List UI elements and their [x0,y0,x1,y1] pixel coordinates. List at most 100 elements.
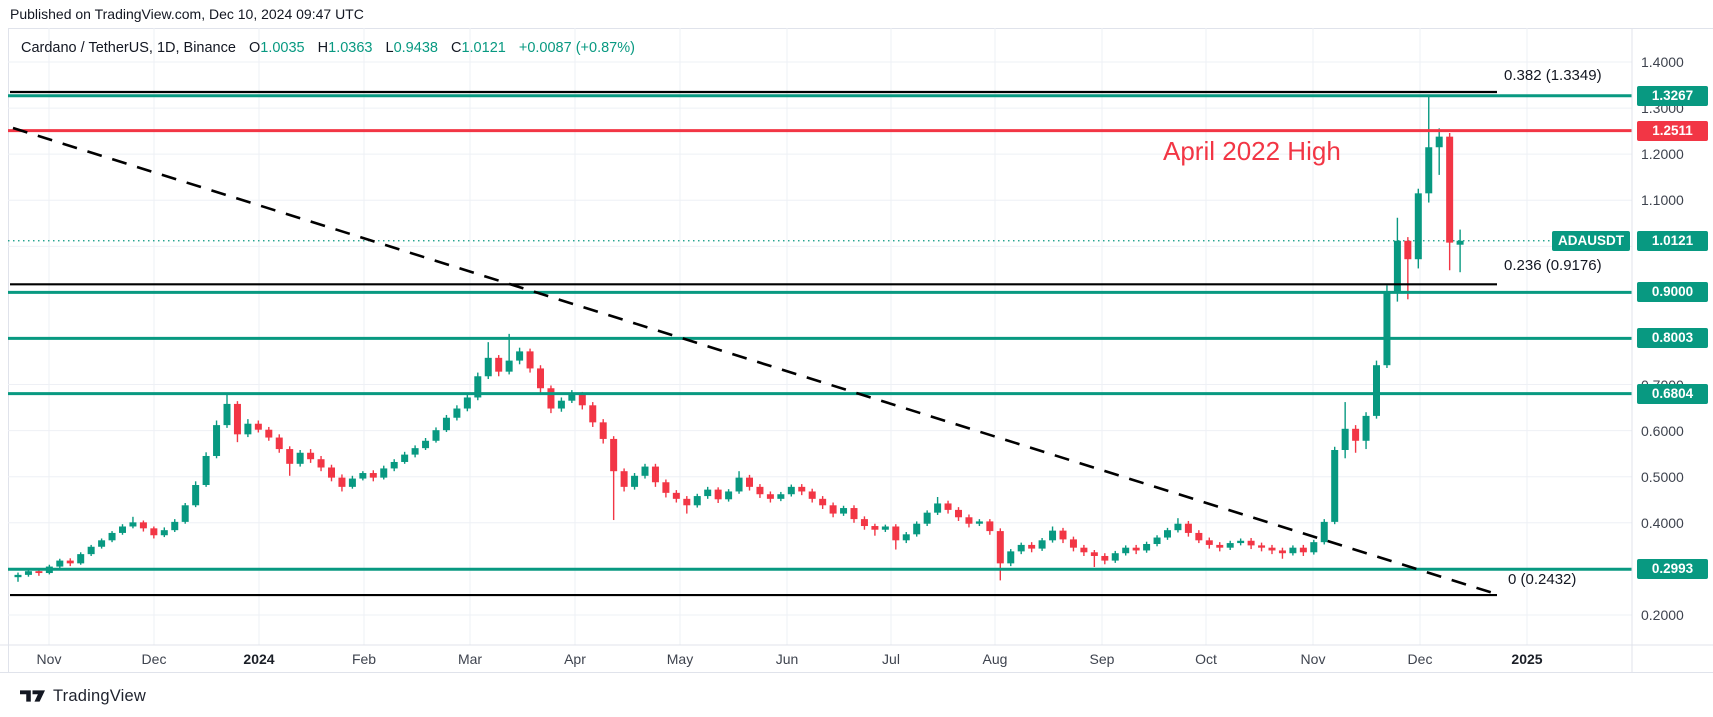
time-tick: May [666,651,694,667]
candle-body [108,532,116,541]
symbol-title[interactable]: Cardano / TetherUS, 1D, Binance [21,40,236,56]
price-tick: 0.2000 [1641,606,1684,623]
candle-body [223,403,231,426]
candle-body [808,491,816,499]
candle-body [819,498,827,506]
high-label: H [317,40,329,56]
time-tick: Apr [564,651,586,667]
candle-body [1456,240,1464,245]
time-tick: Feb [351,651,377,667]
candle-body [1278,550,1286,554]
candle-body [1404,240,1412,260]
candle-body [526,351,534,369]
candle-body [683,498,691,506]
fib-label-0236[interactable]: 0.236 (0.9176) [1504,257,1602,275]
candle-body [1153,537,1161,544]
candle-body [1383,291,1391,366]
close-value: 1.0121 [461,40,506,56]
candle-body [1205,540,1213,545]
candle-body [1341,428,1349,450]
candle-body [860,519,868,527]
candle-body [631,475,639,487]
candle-body [411,448,419,455]
candle-body [1122,547,1130,554]
candle-body [1017,544,1025,552]
candle-body [662,482,670,493]
candle-body [1028,544,1036,549]
candle-body [390,461,398,469]
candle-body [56,560,64,567]
candle-body [244,423,252,435]
candle-body [432,430,440,441]
candle-body [265,429,273,438]
candle-body [233,403,241,435]
candle-body [996,531,1004,564]
candle-body [474,376,482,398]
candle-body [1195,532,1203,541]
fib-label-0382[interactable]: 0.382 (1.3349) [1504,66,1602,84]
candle-body [1143,543,1151,551]
price-tick: 0.5000 [1641,468,1684,485]
time-tick: Mar [457,651,483,667]
candle-body [1069,539,1077,548]
low-value: 0.9438 [393,40,438,56]
time-tick: Jun [775,651,799,667]
candle-body [746,477,753,487]
candle-body [328,467,335,478]
candle-body [578,394,586,406]
candle-body [150,528,158,536]
candle-body [77,554,85,564]
candle-body [495,357,503,372]
candle-body [1216,544,1224,548]
candle-body [777,494,785,499]
candle-body [463,397,471,409]
candle-body [986,521,994,532]
tradingview-logo[interactable]: TradingView [20,684,146,708]
candle-body [1299,547,1307,553]
change-value: +0.0087 (+0.87%) [518,40,635,56]
price-badge: 1.2511 [1637,120,1708,141]
candle-body [286,449,294,464]
chart-widget-frame [8,28,1713,673]
candle-body [557,400,565,409]
candle-body [1184,523,1192,533]
candle-body [1362,415,1370,441]
time-tick: 2025 [1511,651,1543,667]
high-value: 1.0363 [328,40,373,56]
footer-divider [0,672,1713,673]
candle-body [547,388,555,409]
time-tick: Dec [1407,651,1433,667]
candle-body [160,530,168,536]
candle-body [798,486,806,492]
price-badge: 1.0121 [1637,230,1708,251]
candle-body [934,503,942,513]
time-tick: 2024 [243,651,275,667]
candle-body [317,459,325,468]
candle-body [1268,547,1276,551]
candle-body [139,522,147,529]
candle-body [568,394,576,401]
candle-body [453,408,461,418]
price-badge: 0.6804 [1637,383,1708,404]
time-tick: Dec [141,651,167,667]
candle-body [1174,523,1182,531]
time-tick: Jul [882,651,900,667]
candle-body [610,438,618,472]
april-2022-high-annotation[interactable]: April 2022 High [1163,136,1341,166]
candle-body [1310,542,1318,553]
candle-body [1080,547,1088,553]
candle-body [620,471,628,487]
candle-body [599,422,607,439]
candle-body [1007,551,1015,564]
candle-body [171,521,179,531]
candle-body [1101,555,1109,561]
price-tick: 1.2000 [1641,146,1684,163]
candle-body [787,486,795,495]
candle-body [213,425,221,456]
candle-body [1038,540,1046,549]
time-tick: Nov [36,651,62,667]
fib-label-0[interactable]: 0 (0.2432) [1508,571,1577,589]
candle-body [766,494,774,499]
candle-body [850,508,858,520]
